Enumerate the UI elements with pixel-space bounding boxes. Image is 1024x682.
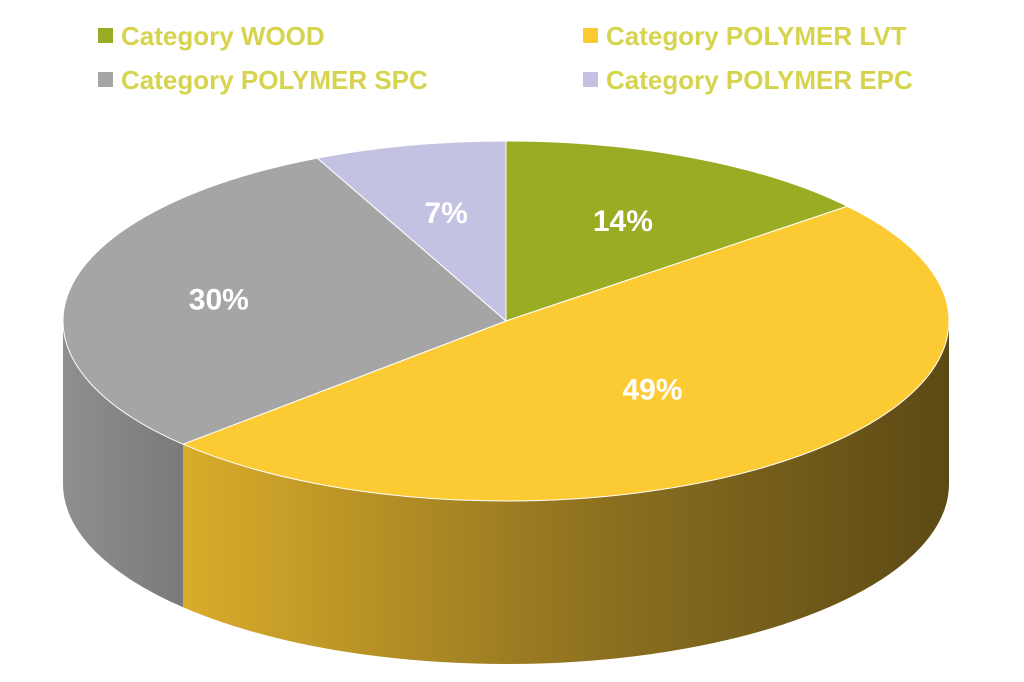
legend-swatch-wood — [98, 28, 113, 43]
pie-data-labels: 14% 49% 30% 7% — [189, 197, 683, 406]
pie-slice-polymer-spc — [62, 157, 507, 445]
legend-swatch-polymer-spc — [98, 72, 113, 87]
data-label-polymer-epc: 7% — [424, 197, 467, 230]
data-label-polymer-spc: 30% — [189, 284, 249, 317]
legend-swatch-polymer-lvt — [583, 28, 598, 43]
pie-slice-polymer-epc — [316, 140, 507, 323]
pie-side-polymer-lvt — [183, 321, 949, 664]
legend-label-wood: Category WOOD — [121, 21, 325, 51]
legend-label-polymer-spc: Category POLYMER SPC — [121, 65, 428, 95]
pie-side-polymer-spc — [63, 321, 184, 608]
legend-swatch-polymer-epc — [583, 72, 598, 87]
legend-label-polymer-epc: Category POLYMER EPC — [606, 65, 913, 95]
chart-legend: Category WOOD Category POLYMER LVT Categ… — [98, 21, 913, 95]
pie-side-walls — [63, 321, 949, 664]
pie-slice-polymer-lvt — [181, 205, 950, 502]
pie-slices — [62, 140, 950, 502]
pie-slice-wood — [505, 140, 849, 322]
data-label-wood: 14% — [593, 205, 653, 238]
data-label-polymer-lvt: 49% — [622, 374, 682, 407]
legend-label-polymer-lvt: Category POLYMER LVT — [606, 21, 907, 51]
